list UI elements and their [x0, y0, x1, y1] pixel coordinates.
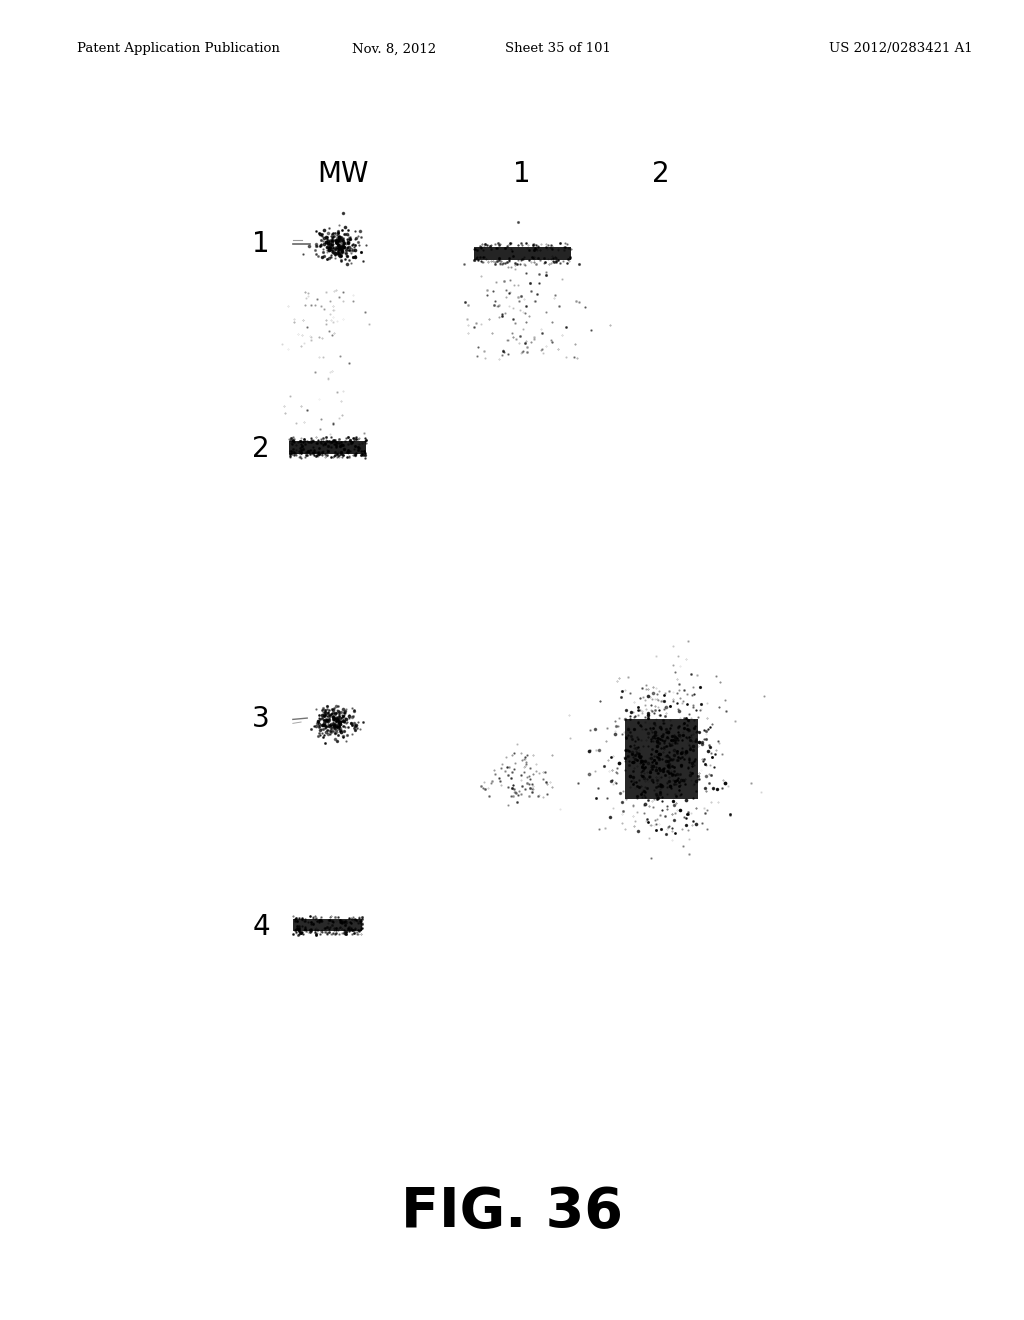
Bar	[290, 441, 367, 454]
Text: Sheet 35 of 101: Sheet 35 of 101	[505, 42, 611, 55]
Text: 1: 1	[513, 160, 531, 189]
Text: US 2012/0283421 A1: US 2012/0283421 A1	[829, 42, 973, 55]
Bar	[625, 719, 698, 799]
Text: 2: 2	[651, 160, 670, 189]
Text: Nov. 8, 2012: Nov. 8, 2012	[352, 42, 436, 55]
Text: FIG. 36: FIG. 36	[401, 1185, 623, 1238]
Bar	[293, 920, 362, 932]
Text: 3: 3	[252, 705, 270, 734]
Text: MW: MW	[317, 160, 369, 189]
Bar	[473, 247, 571, 260]
Text: 1: 1	[252, 230, 270, 259]
Text: 2: 2	[252, 434, 270, 463]
Text: 4: 4	[252, 912, 270, 941]
Text: Patent Application Publication: Patent Application Publication	[77, 42, 280, 55]
